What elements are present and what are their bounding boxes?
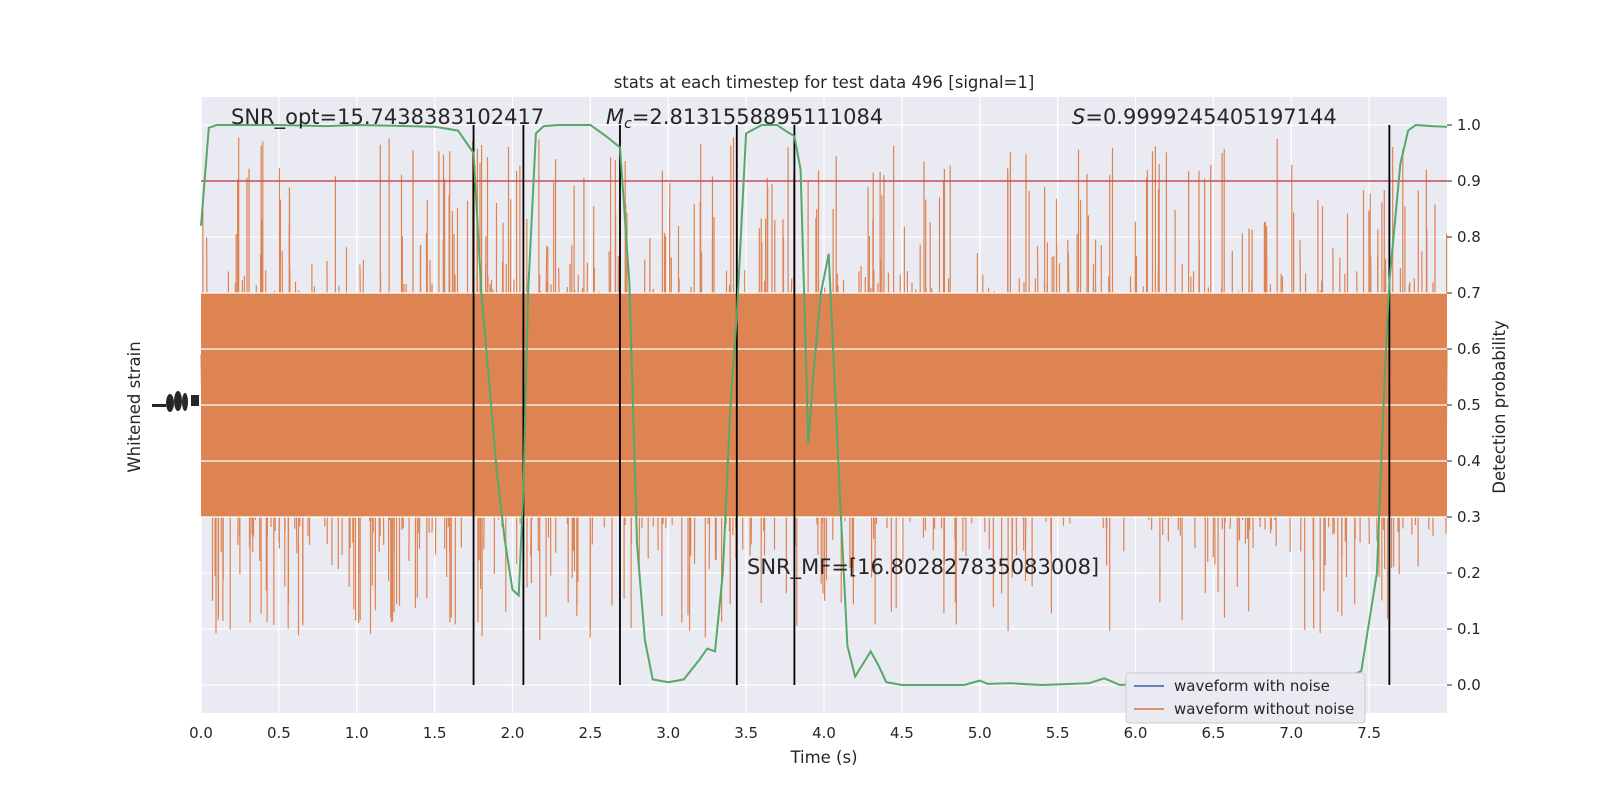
right-y-axis-ticks: 0.0 0.1 0.2 0.3 0.4 0.5 0.6 0.7 0.8 0.9 1.0 — [1447, 116, 1481, 694]
waveform-without-noise-series — [200, 137, 1448, 641]
x-tick-label: 2.5 — [578, 724, 602, 742]
event-lines — [472, 125, 1391, 685]
y-tick-label: 0.5 — [1457, 396, 1481, 414]
x-tick-label: 3.5 — [734, 724, 758, 742]
x-tick-label: 7.0 — [1279, 724, 1303, 742]
x-axis-label: Time (s) — [789, 748, 857, 767]
x-tick-label: 0.0 — [189, 724, 213, 742]
x-tick-label: 1.5 — [423, 724, 447, 742]
y-tick-label: 0.4 — [1457, 452, 1481, 470]
x-tick-label: 6.5 — [1201, 724, 1225, 742]
y-tick-label: 1.0 — [1457, 116, 1481, 134]
y-tick-label: 0.9 — [1457, 172, 1481, 190]
y-tick-label: 0.2 — [1457, 564, 1481, 582]
y-tick-label: 0.7 — [1457, 284, 1481, 302]
x-tick-label: 0.5 — [267, 724, 291, 742]
left-y-axis-label: Whitened strain — [125, 341, 144, 472]
left-axis-overlapping-ticks — [152, 391, 199, 412]
strain-spikes — [202, 137, 1448, 641]
snr-mf-annotation: SNR_MF=[16.802827835083008] — [747, 555, 1099, 580]
score-annotation: S=0.9999245405197144 — [1072, 105, 1337, 129]
legend-label-with-noise: waveform with noise — [1174, 677, 1330, 695]
right-y-axis-label: Detection probability — [1490, 320, 1509, 494]
x-tick-label: 4.5 — [890, 724, 914, 742]
chirp-mass-annotation: Mc=2.8131558895111084 — [606, 105, 883, 132]
x-tick-label: 4.0 — [812, 724, 836, 742]
legend-box — [1125, 672, 1366, 724]
y-tick-label: 0.3 — [1457, 508, 1481, 526]
x-tick-label: 1.0 — [345, 724, 369, 742]
y-tick-label: 0.8 — [1457, 228, 1481, 246]
x-tick-label: 5.5 — [1046, 724, 1070, 742]
x-axis-ticks: 0.0 0.5 1.0 1.5 2.0 2.5 3.0 3.5 4.0 4.5 5.0 5.5 6.0 6… — [189, 724, 1381, 742]
x-tick-label: 3.0 — [656, 724, 680, 742]
y-tick-label: 0.6 — [1457, 340, 1481, 358]
x-tick-label: 7.5 — [1357, 724, 1381, 742]
x-tick-label: 5.0 — [968, 724, 992, 742]
legend-label-without-noise: waveform without noise — [1174, 700, 1354, 718]
snr-opt-annotation: SNR_opt=15.7438383102417 — [231, 105, 544, 130]
y-tick-label: 0.1 — [1457, 620, 1481, 638]
x-tick-label: 6.0 — [1124, 724, 1148, 742]
x-tick-label: 2.0 — [501, 724, 525, 742]
legend: waveform with noise waveform without noi… — [1125, 672, 1366, 724]
y-tick-label: 0.0 — [1457, 676, 1481, 694]
chart-title: stats at each timestep for test data 496… — [614, 73, 1035, 92]
